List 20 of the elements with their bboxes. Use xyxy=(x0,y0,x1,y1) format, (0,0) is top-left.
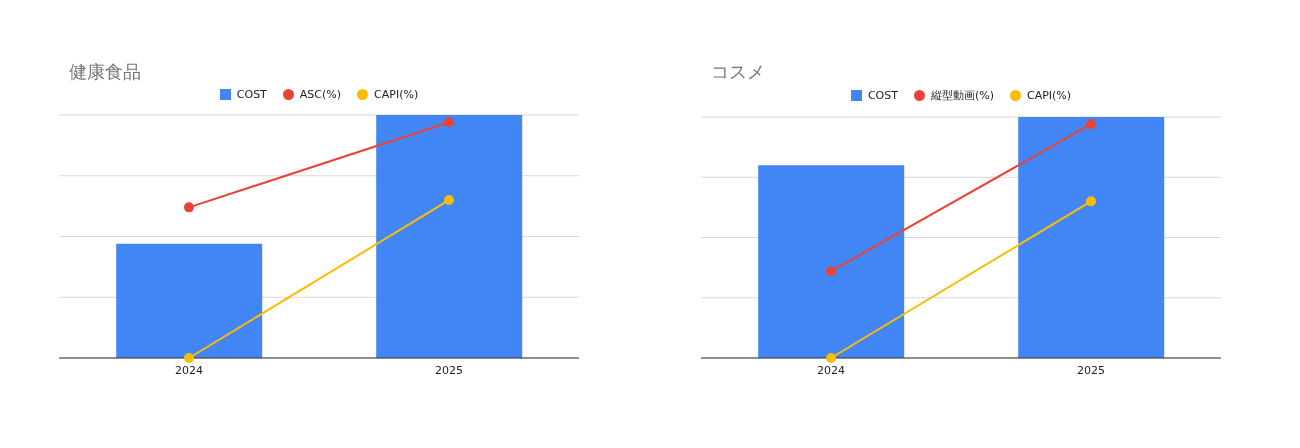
legend-label: COST xyxy=(235,88,267,101)
x-tick-label: 2025 xyxy=(1077,363,1105,377)
legend-label: 縦型動画(%) xyxy=(929,88,994,103)
chart-title: コスメ xyxy=(711,60,765,84)
point xyxy=(826,266,836,277)
chart-title: 健康食品 xyxy=(69,60,141,84)
legend-label: ASC(%) xyxy=(298,88,342,101)
legend-label: CAPI(%) xyxy=(373,88,419,101)
x-tick-label: 2024 xyxy=(817,363,845,377)
legend-label: CAPI(%) xyxy=(1026,88,1072,103)
point xyxy=(1086,119,1096,130)
point xyxy=(444,195,454,206)
point xyxy=(1086,196,1096,207)
point xyxy=(444,117,454,128)
point xyxy=(184,202,194,213)
point xyxy=(826,353,836,363)
x-tick-label: 2024 xyxy=(175,363,203,377)
point xyxy=(184,353,194,363)
x-tick-label: 2025 xyxy=(435,363,463,377)
legend-label: COST xyxy=(866,88,898,103)
